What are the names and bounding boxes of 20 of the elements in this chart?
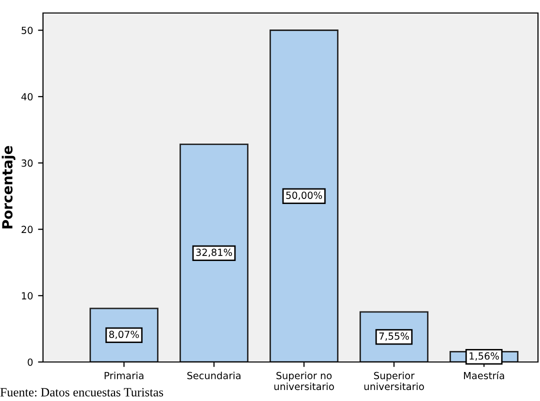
data-label: 1,56% bbox=[470, 352, 499, 361]
y-tick-label: 50 bbox=[22, 26, 33, 34]
data-label: 32,81% bbox=[196, 248, 232, 257]
bar bbox=[270, 30, 338, 362]
x-tick-label: Maestría bbox=[464, 371, 504, 380]
y-tick-label: 40 bbox=[21, 93, 33, 100]
y-tick-label: 20 bbox=[22, 226, 33, 234]
y-tick-label: 10 bbox=[22, 292, 33, 300]
x-tick-label: Primaria bbox=[104, 372, 144, 380]
bar bbox=[180, 144, 248, 362]
data-label: 50,00% bbox=[286, 192, 322, 200]
x-tick-label: Superior no universitario bbox=[274, 372, 334, 390]
x-tick-label: Superior universitario bbox=[364, 372, 424, 390]
source-note: Fuente: Datos encuestas Turistas bbox=[0, 388, 164, 397]
data-label: 7,55% bbox=[379, 332, 409, 341]
y-tick-label: 30 bbox=[22, 159, 33, 167]
y-tick-label: 0 bbox=[28, 358, 33, 366]
y-axis-title: Porcentaje bbox=[2, 146, 16, 228]
data-label: 8,07% bbox=[109, 330, 139, 340]
x-tick-label: Secundaria bbox=[187, 372, 240, 380]
